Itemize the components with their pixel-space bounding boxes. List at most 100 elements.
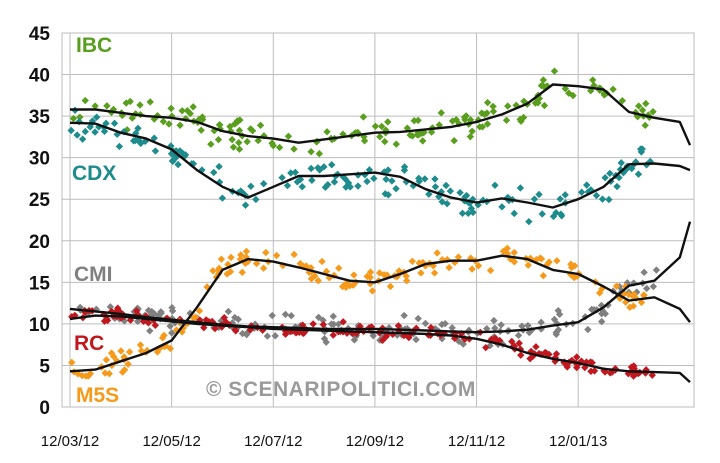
data-point <box>168 157 177 165</box>
data-point <box>311 272 319 280</box>
x-tick-labels: 12/03/12 12/05/12 12/07/12 12/09/12 12/11/12… <box>41 433 608 450</box>
data-point <box>328 161 336 169</box>
data-point <box>556 195 564 203</box>
data-point <box>137 139 145 148</box>
y-tick-label: 10 <box>29 315 50 336</box>
data-point <box>514 331 523 340</box>
data-point <box>259 264 268 272</box>
x-tick-label: 12/09/12 <box>346 433 404 450</box>
data-point <box>114 304 122 312</box>
data-point <box>211 324 219 333</box>
data-point <box>218 194 227 202</box>
data-point <box>419 137 427 145</box>
data-point <box>235 138 243 147</box>
data-point <box>146 98 154 106</box>
y-tick-label: 40 <box>29 66 50 87</box>
data-point <box>491 334 499 342</box>
trend-line-cdx <box>69 121 691 209</box>
data-point <box>287 312 295 320</box>
data-point <box>354 182 362 190</box>
data-point <box>176 121 184 129</box>
data-point <box>549 212 558 221</box>
data-point <box>268 139 276 147</box>
data-point <box>491 324 499 332</box>
data-point <box>587 367 595 376</box>
data-point <box>126 97 134 106</box>
data-point <box>456 188 464 197</box>
data-point <box>515 339 523 347</box>
data-point <box>497 321 505 329</box>
data-point <box>329 331 337 339</box>
data-point <box>278 173 286 182</box>
data-point <box>430 269 439 277</box>
x-tick-label: 12/07/12 <box>244 433 302 450</box>
data-point <box>136 341 145 349</box>
data-point <box>293 178 302 186</box>
data-point <box>376 133 384 141</box>
data-point <box>474 262 483 270</box>
data-point <box>226 122 234 131</box>
data-point <box>648 371 656 379</box>
data-point <box>359 113 368 121</box>
data-point <box>410 117 418 125</box>
data-point <box>319 320 327 329</box>
data-point <box>318 257 326 266</box>
data-point <box>537 255 546 263</box>
data-point <box>371 122 380 130</box>
data-point <box>412 335 420 344</box>
data-point <box>117 347 125 355</box>
data-point <box>524 321 532 330</box>
data-point <box>198 113 207 121</box>
data-point <box>165 120 173 128</box>
data-point <box>262 248 270 257</box>
data-point <box>489 102 497 111</box>
data-point <box>281 310 290 319</box>
data-point <box>308 176 316 184</box>
data-point <box>136 101 144 109</box>
data-point <box>226 268 235 276</box>
data-point <box>606 169 614 178</box>
data-point <box>613 182 621 191</box>
data-point <box>291 168 299 177</box>
data-point <box>601 174 609 182</box>
data-point <box>417 269 425 277</box>
data-point <box>186 109 194 118</box>
data-point <box>237 251 245 259</box>
data-point <box>368 287 377 295</box>
data-point <box>458 209 467 218</box>
series-label-rc: RC <box>74 332 104 355</box>
y-tick-label: 35 <box>29 107 51 128</box>
data-point <box>110 119 119 128</box>
data-point <box>438 198 446 206</box>
data-point <box>81 96 89 105</box>
trend-line-ibc <box>70 83 692 146</box>
data-point <box>329 312 337 321</box>
data-point <box>259 180 268 188</box>
data-point <box>649 107 657 116</box>
data-point <box>483 120 492 128</box>
data-point <box>634 170 643 178</box>
data-point <box>542 349 550 357</box>
data-point <box>231 313 239 322</box>
data-point <box>502 116 511 124</box>
data-point <box>532 343 540 351</box>
data-point <box>538 210 546 218</box>
data-point <box>227 253 235 262</box>
data-point <box>537 318 545 327</box>
data-point <box>381 137 389 146</box>
data-point <box>592 191 601 200</box>
data-point <box>539 272 548 280</box>
x-tick-label: 12/11/12 <box>448 433 505 450</box>
data-point <box>461 116 469 124</box>
data-point <box>166 344 175 353</box>
y-tick-label: 30 <box>29 149 50 170</box>
y-tick-label: 45 <box>29 24 51 45</box>
data-point <box>586 358 595 366</box>
data-point <box>400 311 408 320</box>
data-point <box>363 177 371 186</box>
data-point <box>268 311 276 320</box>
data-point <box>517 351 525 359</box>
data-point <box>81 127 89 136</box>
data-point <box>73 131 81 139</box>
